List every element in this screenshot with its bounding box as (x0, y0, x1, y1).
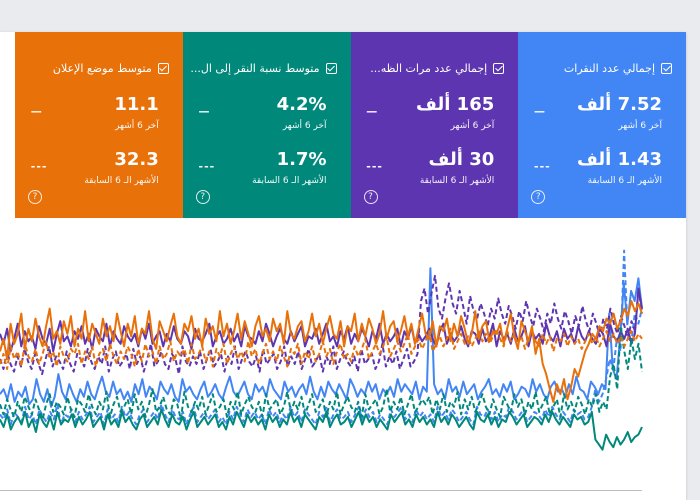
solid-line-legend-icon: — (534, 105, 546, 118)
metric-value: 32.3 (114, 149, 159, 170)
metric-value: 165 ألف (416, 94, 495, 115)
checkbox-checked-icon[interactable] (493, 63, 505, 74)
metric-period: الأشهر الـ 6 السابقة (587, 176, 662, 186)
solid-line-legend-icon: — (198, 105, 211, 118)
dashed-line-legend-icon: --- (198, 160, 216, 173)
current-metric: 7.52 ألف آخر 6 أشهر — (532, 94, 662, 134)
chart-svg (0, 249, 643, 491)
card-avg-position[interactable]: متوسط موضع الإعلان 11.1 آخر 6 أشهر — 32.… (15, 32, 183, 218)
series-line-ctr-solid (0, 408, 643, 451)
series-line-position-dashed (0, 327, 643, 370)
help-icon[interactable]: ? (28, 190, 42, 204)
dashed-line-legend-icon: --- (534, 160, 551, 173)
series-line-impressions-dashed (0, 274, 643, 376)
metric-value: 1.43 ألف (576, 149, 662, 170)
help-icon[interactable]: ? (195, 190, 210, 204)
dashed-line-legend-icon: --- (366, 160, 383, 173)
card-avg-ctr[interactable]: متوسط نسبة النقر إلى ال... 4.2% آخر 6 أش… (182, 32, 351, 218)
card-total-impressions[interactable]: إجمالي عدد مرات الظه... 165 ألف آخر 6 أش… (350, 32, 519, 218)
performance-panel: متوسط موضع الإعلان 11.1 آخر 6 أشهر — 32.… (0, 32, 686, 500)
card-label: إجمالي عدد مرات الظه... (370, 62, 488, 75)
card-total-clicks[interactable]: إجمالي عدد النقرات 7.52 ألف آخر 6 أشهر —… (518, 32, 686, 218)
card-header[interactable]: متوسط موضع الإعلان (53, 62, 169, 75)
current-metric: 165 ألف آخر 6 أشهر — (364, 94, 494, 134)
metric-period: الأشهر الـ 6 السابقة (419, 176, 495, 186)
solid-line-legend-icon: — (366, 105, 379, 118)
previous-metric: 32.3 الأشهر الـ 6 السابقة --- (29, 149, 159, 189)
metric-value: 1.7% (276, 149, 327, 170)
metric-period: الأشهر الـ 6 السابقة (252, 176, 327, 186)
metric-period: آخر 6 أشهر (618, 121, 662, 131)
previous-metric: 1.43 ألف الأشهر الـ 6 السابقة --- (532, 149, 662, 189)
metric-value: 11.1 (114, 94, 159, 115)
metric-period: آخر 6 أشهر (450, 121, 495, 131)
checkbox-checked-icon[interactable] (157, 63, 169, 74)
previous-metric: 30 ألف الأشهر الـ 6 السابقة --- (364, 149, 494, 189)
card-label: إجمالي عدد النقرات (563, 62, 655, 75)
series-line-clicks-dashed (0, 249, 643, 426)
previous-metric: 1.7% الأشهر الـ 6 السابقة --- (197, 149, 327, 189)
card-label: متوسط موضع الإعلان (52, 62, 152, 75)
current-metric: 11.1 آخر 6 أشهر — (29, 94, 159, 134)
metric-cards: متوسط موضع الإعلان 11.1 آخر 6 أشهر — 32.… (15, 32, 686, 218)
performance-chart (0, 218, 686, 500)
checkbox-checked-icon[interactable] (661, 63, 672, 74)
help-icon[interactable]: ? (531, 190, 546, 204)
metric-period: الأشهر الـ 6 السابقة (84, 176, 159, 186)
series-line-ctr-dashed (0, 325, 643, 421)
metric-value: 4.2% (276, 94, 327, 115)
checkbox-checked-icon[interactable] (325, 63, 337, 74)
metric-value: 30 ألف (428, 149, 495, 170)
card-header[interactable]: إجمالي عدد مرات الظه... (370, 62, 505, 75)
card-header[interactable]: إجمالي عدد النقرات (564, 62, 672, 75)
help-icon[interactable]: ? (363, 190, 378, 204)
series-line-position-solid (0, 300, 643, 403)
dashed-line-legend-icon: --- (30, 160, 48, 173)
card-label: متوسط نسبة النقر إلى ال... (190, 62, 320, 75)
current-metric: 4.2% آخر 6 أشهر — (197, 94, 327, 134)
card-header[interactable]: متوسط نسبة النقر إلى ال... (190, 62, 337, 75)
metric-period: آخر 6 أشهر (282, 121, 327, 131)
solid-line-legend-icon: — (30, 105, 43, 118)
metric-value: 7.52 ألف (576, 94, 662, 115)
metric-period: آخر 6 أشهر (115, 121, 159, 131)
